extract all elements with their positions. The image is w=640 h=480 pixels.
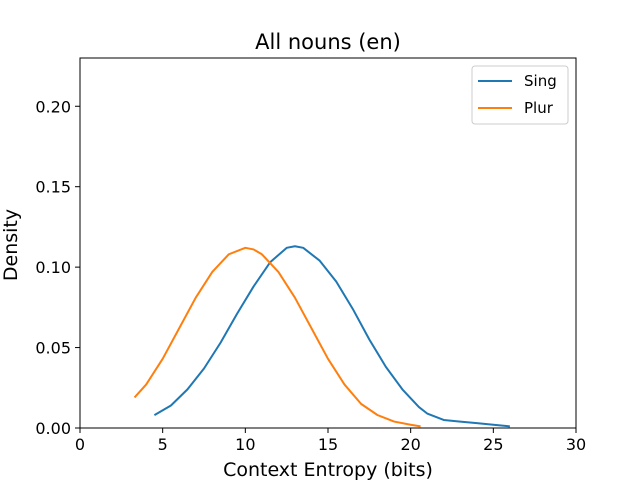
x-tick-label: 10 bbox=[235, 435, 255, 454]
y-axis-label: Density bbox=[0, 209, 22, 281]
y-tick-label: 0.15 bbox=[35, 178, 71, 197]
legend-label-plur: Plur bbox=[524, 99, 554, 117]
series-line-sing bbox=[153, 245, 510, 428]
series-line-plur bbox=[133, 246, 421, 428]
x-tick-label: 0 bbox=[75, 435, 85, 454]
x-tick-label: 5 bbox=[158, 435, 168, 454]
x-tick-label: 20 bbox=[400, 435, 420, 454]
series-layer bbox=[133, 245, 510, 428]
plot-frame bbox=[79, 57, 577, 429]
x-axis-label: Context Entropy (bits) bbox=[223, 459, 433, 480]
y-tick-label: 0.20 bbox=[35, 97, 71, 116]
x-tick-label: 15 bbox=[318, 435, 338, 454]
y-tick-label: 0.05 bbox=[35, 339, 71, 358]
legend: Sing Plur bbox=[471, 65, 569, 125]
legend-label-sing: Sing bbox=[524, 72, 557, 90]
y-tick-label: 0.10 bbox=[35, 258, 71, 277]
y-tick-label: 0.00 bbox=[35, 419, 71, 438]
x-tick-label: 30 bbox=[566, 435, 586, 454]
chart-title: All nouns (en) bbox=[255, 30, 401, 54]
ticks-layer: 0 5 10 15 20 25 30 0.00 0.05 0.10 0.15 0.20 bbox=[35, 97, 586, 454]
x-tick-label: 25 bbox=[483, 435, 503, 454]
